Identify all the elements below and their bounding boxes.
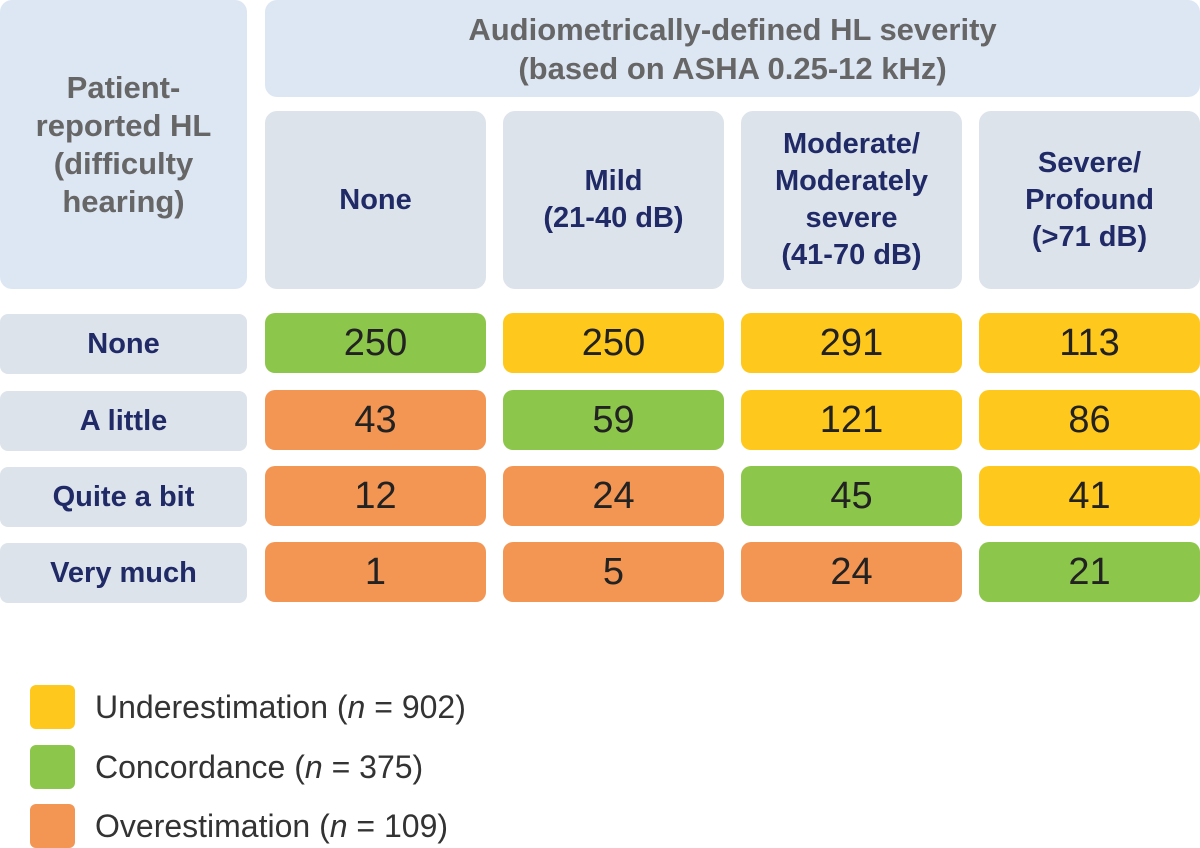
legend-label-text: Underestimation ( xyxy=(95,688,348,725)
legend-n-symbol: n xyxy=(347,688,366,725)
column-header-line: (>71 dB) xyxy=(1031,220,1148,253)
cell-value: 41 xyxy=(1068,474,1111,517)
cell-value: 24 xyxy=(592,474,635,517)
table-cell: 121 xyxy=(741,390,962,450)
table-cell: 45 xyxy=(741,466,962,526)
legend-label: Concordance (n = 375) xyxy=(95,749,423,786)
cell-value: 121 xyxy=(819,398,884,441)
column-header-severe: Severe/ Profound (>71 dB) xyxy=(979,111,1200,289)
table-cell: 291 xyxy=(741,313,962,373)
audiometric-severity-title: Audiometrically-defined HL severity (bas… xyxy=(265,0,1200,97)
cell-value: 5 xyxy=(602,550,625,593)
table-cell: 21 xyxy=(979,542,1200,602)
column-header-none: None xyxy=(265,111,486,289)
legend-label-text: Overestimation ( xyxy=(95,807,330,844)
table-cell: 1 xyxy=(265,542,486,602)
column-header-line: severe xyxy=(805,202,898,234)
column-header-line: (41-70 dB) xyxy=(781,239,922,271)
row-header-very-much: Very much xyxy=(0,543,247,603)
row-header-none: None xyxy=(0,314,247,374)
cell-value: 113 xyxy=(1059,321,1120,364)
cell-value: 1 xyxy=(364,550,387,593)
corner-header-line: reported HL xyxy=(35,107,212,143)
cell-value: 250 xyxy=(343,321,408,364)
column-header-line: Moderately xyxy=(774,165,929,197)
cell-value: 21 xyxy=(1068,550,1111,593)
legend-item-overestimation: Overestimation (n = 109) xyxy=(30,804,448,848)
row-header-label: None xyxy=(87,327,160,360)
column-header-moderate: Moderate/ Moderately severe (41-70 dB) xyxy=(741,111,962,289)
cell-value: 45 xyxy=(830,474,873,517)
row-header-quite-a-bit: Quite a bit xyxy=(0,467,247,527)
column-header-line: None xyxy=(339,183,412,216)
table-cell: 250 xyxy=(265,313,486,373)
column-header-mild: Mild (21-40 dB) xyxy=(503,111,724,289)
title-line: (based on ASHA 0.25-12 kHz) xyxy=(518,50,947,86)
column-header-line: Severe/ xyxy=(1037,146,1142,179)
legend-n-symbol: n xyxy=(304,748,323,785)
legend-label-text: Concordance ( xyxy=(95,748,305,785)
legend-swatch xyxy=(30,804,75,848)
patient-reported-hl-header: Patient- reported HL (difficulty hearing… xyxy=(0,0,247,289)
corner-header-line: hearing) xyxy=(62,183,185,219)
table-cell: 86 xyxy=(979,390,1200,450)
legend-n-value: = 375) xyxy=(322,748,424,785)
table-cell: 113 xyxy=(979,313,1200,373)
table-cell: 12 xyxy=(265,466,486,526)
cell-value: 59 xyxy=(592,398,635,441)
legend-label: Underestimation (n = 902) xyxy=(95,689,466,726)
legend-swatch xyxy=(30,685,75,729)
corner-header-line: Patient- xyxy=(66,69,181,105)
column-header-line: Mild xyxy=(584,165,643,197)
table-cell: 250 xyxy=(503,313,724,373)
table-cell: 5 xyxy=(503,542,724,602)
row-header-a-little: A little xyxy=(0,391,247,451)
cell-value: 24 xyxy=(830,550,873,593)
table-cell: 24 xyxy=(503,466,724,526)
legend-swatch xyxy=(30,745,75,789)
legend-item-underestimation: Underestimation (n = 902) xyxy=(30,685,466,729)
cell-value: 12 xyxy=(354,474,397,517)
row-header-label: Very much xyxy=(50,556,197,589)
table-cell: 24 xyxy=(741,542,962,602)
table-cell: 41 xyxy=(979,466,1200,526)
legend-item-concordance: Concordance (n = 375) xyxy=(30,745,423,789)
cell-value: 291 xyxy=(819,321,884,364)
legend-n-value: = 109) xyxy=(347,807,449,844)
legend-n-symbol: n xyxy=(329,807,348,844)
cell-value: 86 xyxy=(1068,398,1111,441)
title-line: Audiometrically-defined HL severity xyxy=(468,11,997,47)
row-header-label: A little xyxy=(79,404,168,437)
cell-value: 43 xyxy=(354,398,397,441)
cell-value: 250 xyxy=(581,321,646,364)
column-header-line: Moderate/ xyxy=(783,128,920,160)
column-header-line: (21-40 dB) xyxy=(543,202,684,234)
corner-header-line: (difficulty xyxy=(53,145,194,181)
legend-label: Overestimation (n = 109) xyxy=(95,808,448,845)
column-header-line: Profound xyxy=(1025,183,1154,216)
legend-n-value: = 902) xyxy=(365,688,466,725)
table-cell: 43 xyxy=(265,390,486,450)
table-cell: 59 xyxy=(503,390,724,450)
row-header-label: Quite a bit xyxy=(52,480,195,513)
